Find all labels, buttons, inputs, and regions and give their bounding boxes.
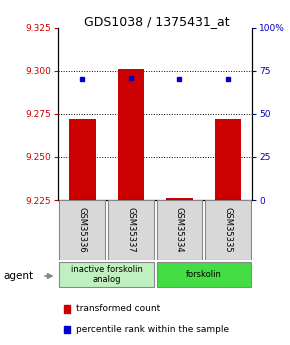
Bar (59, 262, 154, 287)
Bar (117, 69, 144, 200)
Text: GSM35337: GSM35337 (126, 207, 135, 253)
Bar (157, 262, 251, 287)
Text: transformed count: transformed count (76, 304, 160, 313)
Bar (157, 200, 202, 260)
Text: inactive forskolin
analog: inactive forskolin analog (71, 265, 142, 284)
Bar (215, 119, 241, 200)
Text: percentile rank within the sample: percentile rank within the sample (76, 325, 229, 334)
Text: agent: agent (3, 271, 33, 281)
Bar (64, 326, 70, 333)
Bar (59, 200, 105, 260)
Text: GSM35335: GSM35335 (224, 207, 233, 253)
Bar (166, 198, 193, 200)
Text: GSM35336: GSM35336 (78, 207, 87, 253)
Bar (108, 200, 154, 260)
Text: GDS1038 / 1375431_at: GDS1038 / 1375431_at (84, 16, 229, 29)
Bar (205, 200, 251, 260)
Text: forskolin: forskolin (186, 270, 222, 279)
Bar (64, 305, 70, 313)
Text: GSM35334: GSM35334 (175, 207, 184, 253)
Bar (69, 119, 96, 200)
